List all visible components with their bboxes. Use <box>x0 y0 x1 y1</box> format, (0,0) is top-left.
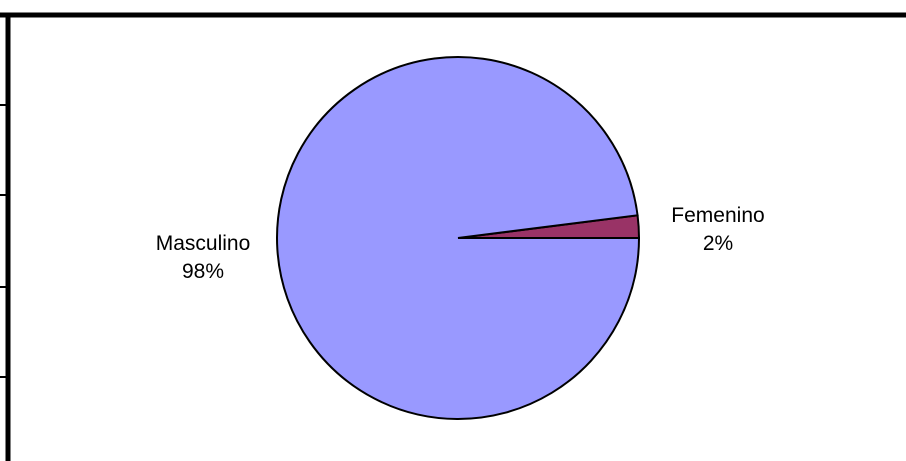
chart-border <box>0 12 906 461</box>
slice-value-masculino: 98% <box>182 260 224 283</box>
pie-slices <box>276 56 641 420</box>
slice-value-femenino: 2% <box>703 232 733 255</box>
slice-labels: Femenino 2% Masculino 98% <box>156 204 765 283</box>
slice-label-femenino: Femenino <box>671 204 764 227</box>
pie-slice-masculino <box>276 56 641 420</box>
slice-label-masculino: Masculino <box>156 232 251 255</box>
